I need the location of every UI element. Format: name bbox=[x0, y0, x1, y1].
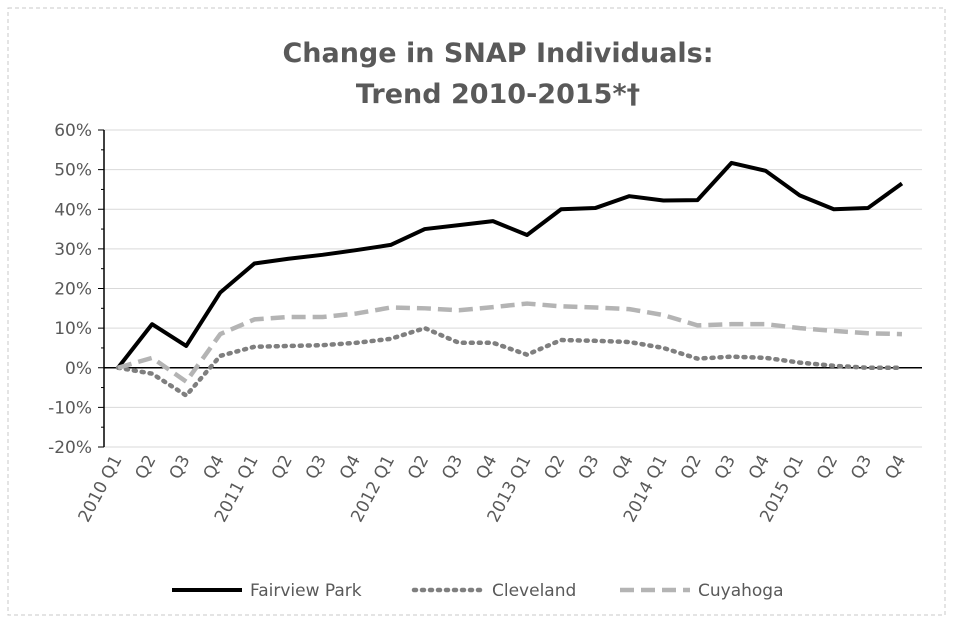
legend-label: Cleveland bbox=[492, 581, 576, 601]
series-line bbox=[115, 325, 905, 398]
y-tick-label: 0% bbox=[65, 359, 92, 379]
chart-border bbox=[7, 7, 946, 616]
series-line bbox=[117, 301, 903, 384]
y-tick-label: -10% bbox=[48, 398, 92, 418]
y-tick-label: 60% bbox=[54, 121, 92, 141]
series-line bbox=[116, 160, 904, 369]
y-tick-label: -20% bbox=[48, 438, 92, 458]
y-tick-label: 10% bbox=[54, 319, 92, 339]
y-tick-label: 20% bbox=[54, 280, 92, 300]
chart-title: Trend 2010-2015*† bbox=[356, 79, 640, 110]
y-tick-label: 30% bbox=[54, 240, 92, 260]
legend-label: Fairview Park bbox=[250, 581, 362, 601]
chart-title: Change in SNAP Individuals: bbox=[282, 38, 713, 69]
y-tick-label: 40% bbox=[54, 200, 92, 220]
y-tick-label: 50% bbox=[54, 161, 92, 181]
legend-label: Cuyahoga bbox=[698, 581, 784, 601]
